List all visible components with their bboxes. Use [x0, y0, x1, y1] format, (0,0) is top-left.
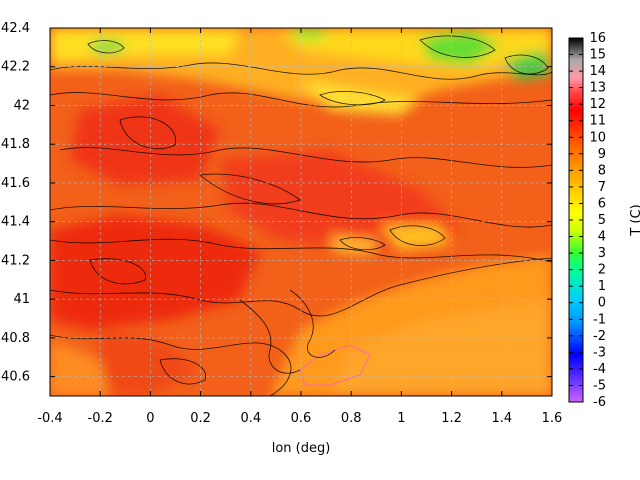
contour-line — [289, 289, 336, 358]
colorbar-label: T (C) — [629, 204, 640, 236]
contour-line — [50, 92, 552, 108]
heatmap-regions — [50, 28, 552, 396]
y-tick-label: 41.2 — [1, 253, 30, 268]
x-tick-label: 1.6 — [542, 411, 563, 426]
colorbar-tick-label: 16 — [589, 31, 606, 46]
colorbar-tick-label: 6 — [598, 196, 606, 211]
y-tick-label: 41 — [13, 292, 30, 307]
colorbar-tick-label: 2 — [598, 263, 606, 278]
colorbar-tick-label: -3 — [593, 345, 606, 360]
contour-loop — [504, 54, 549, 75]
contour-loop — [389, 225, 446, 246]
contour-loop — [419, 35, 496, 58]
colorbar-tick-label: -6 — [593, 395, 606, 410]
x-tick-label: 0.2 — [190, 411, 211, 426]
colorbar-tick-label: -5 — [593, 378, 606, 393]
colorbar-tick-label: 10 — [589, 130, 606, 145]
contour-line — [50, 238, 552, 263]
colorbar-tick-label: 15 — [589, 48, 606, 63]
isotherm-14-outline — [299, 344, 371, 386]
contour-line — [50, 202, 552, 228]
colorbar-tick-label: 13 — [589, 81, 606, 96]
colorbar-tick-label: 11 — [589, 114, 606, 129]
highland-east — [380, 225, 450, 250]
colorbar-tick-label: -2 — [593, 329, 606, 344]
y-tick-label: 41.6 — [1, 176, 30, 191]
y-tick-label: 42.2 — [1, 60, 30, 75]
contour-loop — [339, 237, 386, 251]
x-tick-label: 0.6 — [291, 411, 312, 426]
contour-line — [59, 147, 552, 168]
x-axis-ticks: -0.4 -0.2 0 0.2 0.4 0.6 0.8 1 1.2 1.4 1.6 — [37, 28, 562, 426]
contour-loop — [319, 91, 386, 106]
y-tick-label: 41.4 — [1, 215, 30, 230]
grid-lines — [50, 28, 552, 396]
x-tick-label: 0.8 — [341, 411, 362, 426]
colorbar-tick-label: -4 — [593, 362, 606, 377]
contour-lines — [50, 35, 552, 396]
y-tick-label: 40.8 — [1, 331, 30, 346]
y-tick-label: 42 — [13, 98, 30, 113]
colorbar-tick-label: 3 — [598, 246, 606, 261]
highland-ridge — [300, 80, 420, 115]
sea-region-inner — [330, 300, 552, 396]
cold-peak-3 — [90, 40, 125, 54]
contour-loop — [159, 358, 206, 385]
hot-zone-north — [70, 95, 220, 185]
colorbar-tick-label: 12 — [589, 97, 606, 112]
contour-loop — [199, 173, 301, 205]
colorbar-tick-label: 8 — [598, 163, 606, 178]
colorbar-tick-label: 5 — [598, 213, 606, 228]
hot-zone-south — [90, 330, 200, 396]
highland-southwest — [50, 340, 110, 396]
colorbar-tick-label: 7 — [598, 180, 606, 195]
y-tick-label: 40.6 — [1, 370, 30, 385]
cold-peak-4 — [290, 28, 330, 40]
x-tick-label: -0.4 — [37, 411, 62, 426]
contour-loop — [89, 258, 146, 285]
x-tick-label: 0 — [146, 411, 154, 426]
y-tick-label: 41.8 — [1, 137, 30, 152]
colorbar-tick-label: 4 — [598, 230, 606, 245]
x-tick-label: -0.2 — [88, 411, 113, 426]
contour-line — [239, 299, 301, 374]
colorbar-tick-label: 9 — [598, 147, 606, 162]
colorbar-tick-label: 0 — [598, 296, 606, 311]
colorbar-tick-label: 14 — [589, 64, 606, 79]
contour-line — [50, 334, 292, 396]
contour-loop — [119, 116, 176, 150]
x-tick-label: 0.4 — [240, 411, 261, 426]
colorbar-tick-label: 1 — [598, 279, 606, 294]
x-tick-label: 1 — [397, 411, 405, 426]
y-tick-label: 42.4 — [1, 21, 30, 36]
x-tick-label: 1.2 — [441, 411, 462, 426]
contour-line — [50, 62, 552, 80]
y-axis-ticks: 40.6 40.8 41 41.2 41.4 41.6 41.8 42 42.2 42.4 — [1, 21, 552, 385]
contour-line — [50, 257, 552, 317]
x-axis-label: lon (deg) — [272, 441, 331, 456]
contour-loop — [87, 40, 125, 54]
x-tick-label: 1.4 — [491, 411, 512, 426]
colorbar-tick-label: -1 — [593, 312, 606, 327]
